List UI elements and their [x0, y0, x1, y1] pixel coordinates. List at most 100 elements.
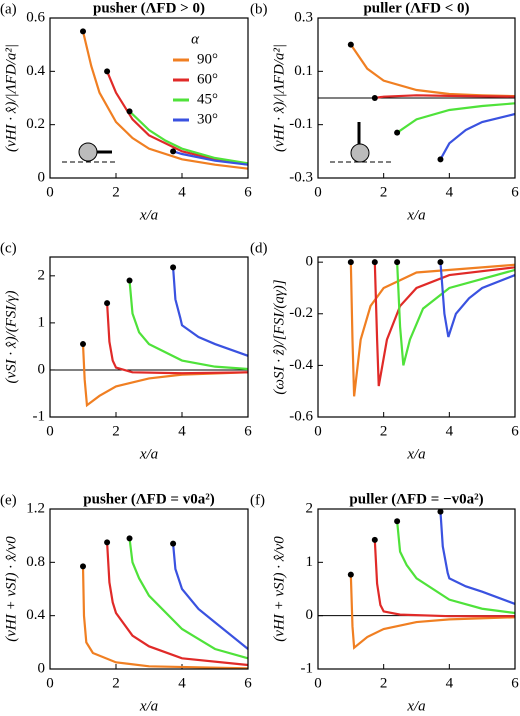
series-line	[439, 262, 516, 338]
y-tick-label: 1	[38, 314, 46, 330]
x-tick-label: 6	[244, 184, 252, 200]
y-tick-label: 0.2	[26, 116, 45, 132]
y-tick-label: -1	[301, 660, 314, 676]
series-line	[128, 538, 249, 660]
x-tick-label: 0	[314, 675, 322, 691]
series-line	[349, 574, 516, 650]
y-tick-label: -0.3	[289, 169, 313, 185]
y-tick-label: 2	[306, 500, 314, 516]
x-axis-label: x/a	[406, 446, 425, 462]
y-tick-label: 0.6	[26, 9, 45, 25]
panel-label: (b)	[250, 1, 268, 17]
series-line	[373, 262, 516, 387]
y-tick-label: 0.1	[294, 63, 313, 79]
start-marker	[104, 300, 111, 307]
x-tick-label: 6	[244, 423, 252, 439]
series-line	[373, 539, 515, 618]
panel-label: (f)	[250, 492, 265, 508]
y-axis-label: (vHI · x̂)/|ΛFD/a²|	[3, 44, 19, 152]
series-line	[439, 112, 516, 160]
y-axis-label: (vSI · x̂)/(FSI/γ)	[3, 291, 19, 384]
start-marker	[104, 68, 111, 75]
x-tick-label: 4	[446, 675, 454, 691]
start-marker	[170, 264, 177, 271]
inset-particle	[350, 143, 370, 163]
x-axis-label: x/a	[139, 446, 158, 462]
y-axis-label: (vHI · x̂)/|ΛFD/a²|	[271, 44, 287, 152]
x-axis-label: x/a	[406, 207, 425, 223]
series-line	[349, 44, 516, 98]
start-marker	[80, 341, 86, 348]
series-line	[171, 267, 249, 357]
start-marker	[347, 41, 354, 48]
y-tick-label: 0	[38, 169, 46, 185]
start-marker	[437, 508, 444, 515]
x-tick-label: 0	[314, 423, 322, 439]
start-marker	[437, 259, 444, 266]
panel-label: (e)	[0, 492, 17, 508]
y-tick-label: 0.4	[26, 63, 45, 79]
series-line	[349, 262, 516, 397]
y-tick-label: 0	[38, 361, 46, 377]
y-tick-label: -0.1	[289, 116, 313, 132]
x-tick-label: 4	[178, 184, 186, 200]
series-line	[81, 566, 249, 670]
panel-label: (a)	[0, 1, 17, 17]
x-tick-label: 6	[244, 675, 252, 691]
start-marker	[126, 277, 133, 284]
start-marker	[371, 536, 378, 543]
start-marker	[394, 259, 401, 266]
y-tick-label: 0.4	[26, 607, 45, 623]
x-axis-label: x/a	[139, 207, 158, 223]
y-tick-label: 0.3	[294, 9, 313, 25]
series-line	[396, 521, 516, 615]
legend-title: α	[191, 31, 200, 47]
y-axis-label: (vHI + vSI) · x̂/v0	[271, 536, 287, 642]
start-marker	[126, 108, 133, 115]
x-axis-label: x/a	[406, 698, 425, 714]
y-tick-label: 1.2	[26, 500, 45, 516]
x-tick-label: 6	[511, 184, 519, 200]
series-line	[128, 110, 249, 165]
x-tick-label: 2	[380, 423, 388, 439]
y-tick-label: 0	[38, 660, 46, 676]
x-tick-label: 6	[511, 423, 519, 439]
x-tick-label: 2	[112, 675, 120, 691]
plot-frame	[49, 256, 249, 418]
start-marker	[170, 148, 177, 155]
y-tick-label: 0	[306, 607, 314, 623]
series-line	[81, 344, 249, 408]
start-marker	[347, 571, 354, 578]
chart-title: pusher (ΛFD = v0a²)	[83, 491, 214, 507]
x-tick-label: 0	[46, 184, 54, 200]
y-tick-label: 1	[306, 554, 314, 570]
panel-label: (d)	[250, 240, 268, 256]
y-tick-label: -0.4	[289, 357, 313, 373]
chart-title: pusher (ΛFD > 0)	[93, 0, 205, 16]
series-line	[396, 102, 516, 134]
start-marker	[371, 259, 378, 266]
plot-frame	[49, 17, 249, 179]
plot-frame	[317, 256, 516, 418]
panel-label: (c)	[0, 240, 17, 256]
x-tick-label: 2	[112, 423, 120, 439]
x-tick-label: 4	[446, 184, 454, 200]
start-marker	[347, 259, 354, 266]
series-line	[374, 94, 516, 100]
series-line	[172, 150, 249, 166]
x-tick-label: 0	[46, 423, 54, 439]
start-marker	[394, 518, 401, 525]
x-tick-label: 2	[380, 184, 388, 200]
start-marker	[371, 95, 378, 101]
series-line	[439, 511, 516, 605]
x-tick-label: 4	[178, 423, 186, 439]
chart-title: puller (ΛFD = −v0a²)	[349, 491, 483, 507]
x-axis-label: x/a	[139, 698, 158, 714]
y-tick-label: -0.6	[289, 408, 313, 424]
legend-label: 30°	[197, 111, 218, 127]
plot-frame	[317, 508, 516, 670]
start-marker	[394, 129, 401, 136]
plot-frame	[49, 508, 249, 670]
x-tick-label: 0	[46, 675, 54, 691]
